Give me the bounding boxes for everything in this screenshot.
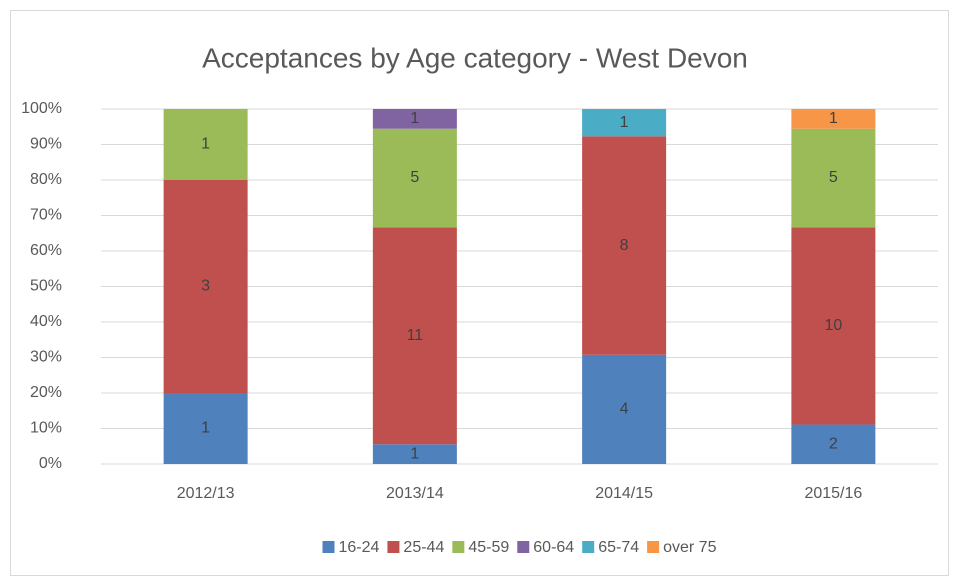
bar-segment <box>163 393 248 464</box>
data-label: 1 <box>410 445 419 462</box>
y-tick-label: 70% <box>30 207 62 224</box>
bar-segment <box>372 227 457 445</box>
y-tick-label: 10% <box>30 420 62 437</box>
y-tick-label: 90% <box>30 136 62 153</box>
y-tick-label: 60% <box>30 242 62 259</box>
data-label: 1 <box>201 420 210 437</box>
bar-segment <box>582 109 667 137</box>
data-label: 4 <box>620 401 629 418</box>
legend-swatch <box>387 541 400 553</box>
data-label: 5 <box>410 169 419 186</box>
y-tick-label: 30% <box>30 349 62 366</box>
y-tick-label: 100% <box>21 100 62 117</box>
x-tick-label: 2013/14 <box>386 485 444 502</box>
bar-segment <box>791 109 876 129</box>
data-label: 8 <box>620 237 629 254</box>
bar-segment <box>582 354 667 464</box>
data-label: 1 <box>620 114 629 131</box>
y-tick-label: 40% <box>30 313 62 330</box>
bar-segment <box>163 109 248 180</box>
legend-swatch <box>517 541 530 553</box>
legend-swatch <box>452 541 465 553</box>
x-tick-label: 2015/16 <box>804 485 862 502</box>
y-tick-label: 0% <box>39 455 62 472</box>
data-label: 1 <box>829 110 838 127</box>
bar-segment <box>791 227 876 425</box>
legend-swatch <box>322 541 335 553</box>
data-label: 1 <box>201 136 210 153</box>
legend-label: 60-64 <box>533 539 574 556</box>
legend-label: 25-44 <box>403 539 444 556</box>
legend-swatch <box>647 541 660 553</box>
data-label: 2 <box>829 435 838 452</box>
data-label: 1 <box>410 110 419 127</box>
y-tick-label: 20% <box>30 384 62 401</box>
chart-title: Acceptances by Age category - West Devon <box>202 42 748 73</box>
bar-segment <box>372 109 457 129</box>
data-label: 11 <box>407 327 424 344</box>
data-label: 5 <box>829 169 838 186</box>
legend-label: 45-59 <box>468 539 509 556</box>
legend-label: over 75 <box>663 539 716 556</box>
data-label: 3 <box>201 278 210 295</box>
x-tick-label: 2012/13 <box>177 485 235 502</box>
bar-segment <box>791 128 876 228</box>
bar-segment <box>791 424 876 464</box>
legend-label: 16-24 <box>339 539 380 556</box>
data-label: 10 <box>824 317 842 334</box>
legend-label: 65-74 <box>598 539 639 556</box>
x-tick-label: 2014/15 <box>595 485 653 502</box>
bar-segment <box>582 136 667 355</box>
bar-segment <box>372 128 457 228</box>
bar-segment <box>163 180 248 393</box>
legend-swatch <box>582 541 595 553</box>
bar-segment <box>372 444 457 464</box>
y-tick-label: 50% <box>30 278 62 295</box>
y-tick-label: 80% <box>30 171 62 188</box>
